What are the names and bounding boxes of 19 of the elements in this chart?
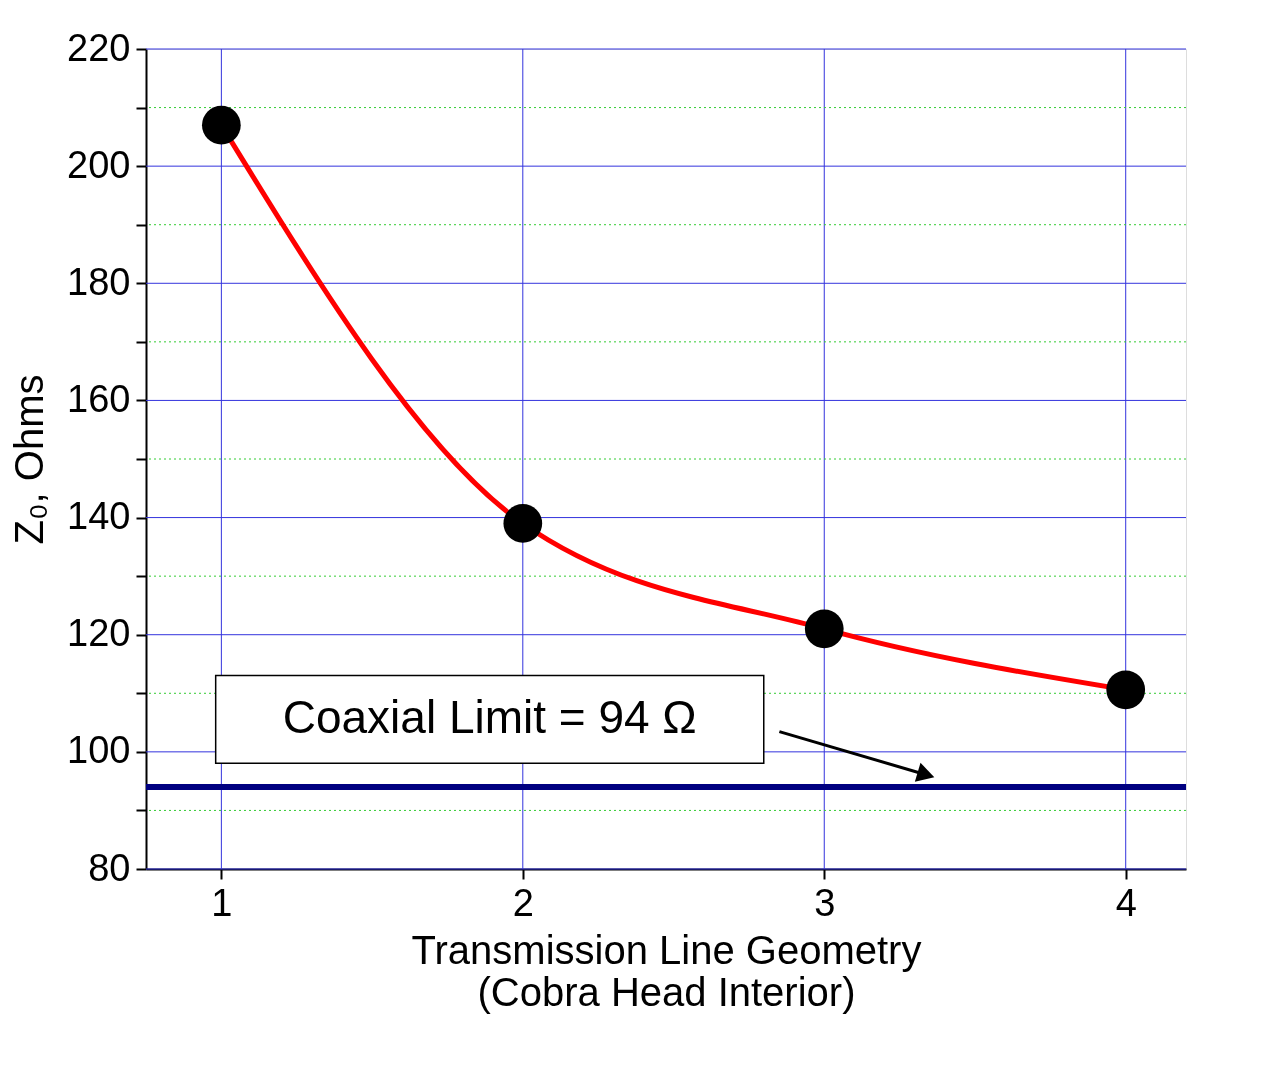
y-tick-label: 120 [67, 612, 131, 655]
y-tick-label: 200 [67, 143, 131, 186]
y-tick-label: 100 [67, 729, 131, 772]
y-tick-label: 140 [67, 495, 131, 538]
point [804, 609, 844, 649]
point [503, 504, 543, 543]
y-tick-label: 180 [67, 260, 131, 303]
x-tick-label: 1 [211, 881, 233, 924]
x-axis-title: Transmission Line Geometry (Cobra Head Interior) [411, 927, 922, 1014]
point [1106, 670, 1146, 710]
x-tick-label: 3 [814, 881, 836, 924]
y-tick-label: 80 [88, 846, 131, 889]
point [202, 105, 241, 145]
ref-line-label: Coaxial Limit = 94 Ω [282, 691, 697, 744]
x-tick-label: 2 [512, 881, 534, 924]
y-axis-title: Z₀, Ohms [7, 374, 52, 545]
x-tick-label: 4 [1115, 881, 1137, 924]
y-tick-label: 160 [67, 377, 131, 420]
y-tick-label: 220 [67, 26, 131, 69]
